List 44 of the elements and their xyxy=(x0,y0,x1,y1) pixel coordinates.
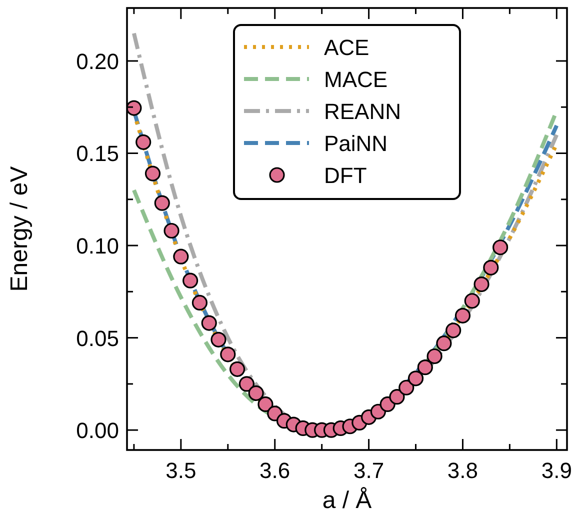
x-axis-title: a / Å xyxy=(322,487,372,514)
point xyxy=(483,260,499,276)
x-tick-label: 3.8 xyxy=(447,458,478,483)
point xyxy=(136,134,152,150)
point xyxy=(182,272,198,288)
point xyxy=(426,348,442,364)
point xyxy=(144,166,161,182)
y-tick-label: 0.05 xyxy=(76,326,119,351)
point xyxy=(454,308,471,324)
legend-label: PaiNN xyxy=(324,131,388,156)
y-tick-label: 0.15 xyxy=(76,141,119,166)
point xyxy=(398,380,414,396)
point xyxy=(258,396,274,412)
x-tick-label: 3.7 xyxy=(353,458,384,483)
x-tick-label: 3.9 xyxy=(541,458,572,483)
point xyxy=(220,346,236,362)
legend-label: REANN xyxy=(324,99,402,124)
point xyxy=(474,276,490,292)
y-tick-label: 0.10 xyxy=(76,234,119,259)
point xyxy=(154,195,170,211)
point xyxy=(238,376,254,392)
point xyxy=(436,336,452,352)
x-tick-label: 3.5 xyxy=(166,458,196,483)
legend-label: ACE xyxy=(324,35,370,60)
point xyxy=(192,294,208,311)
point xyxy=(248,385,264,401)
x-tick-label: 3.6 xyxy=(260,458,290,483)
y-axis-title: Energy / eV xyxy=(6,166,33,292)
point xyxy=(173,248,189,264)
point xyxy=(229,361,246,377)
point xyxy=(389,389,405,405)
point xyxy=(164,222,180,239)
legend-label: MACE xyxy=(324,67,388,92)
legend-label: DFT xyxy=(324,163,367,188)
point xyxy=(210,332,226,348)
point xyxy=(464,293,480,309)
point xyxy=(201,315,217,331)
point xyxy=(408,370,424,386)
y-tick-label: 0.20 xyxy=(76,48,119,74)
point xyxy=(127,100,142,116)
point xyxy=(417,360,433,376)
point xyxy=(492,240,508,256)
y-tick-label: 0.00 xyxy=(76,418,119,444)
point xyxy=(446,322,462,338)
